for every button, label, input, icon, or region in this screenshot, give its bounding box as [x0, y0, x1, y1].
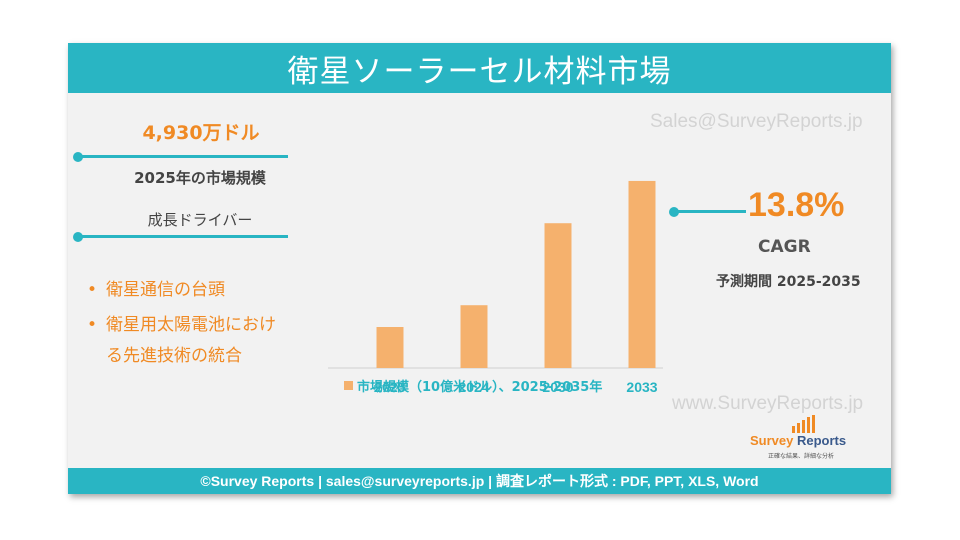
logo-bars-icon — [792, 415, 815, 433]
divider-line — [78, 235, 288, 238]
bar-2033 — [628, 180, 656, 368]
header-bar: 衛星ソーラーセル材料市場 — [68, 43, 891, 93]
cagr-value: 13.8% — [748, 186, 845, 224]
bar-2030 — [544, 223, 572, 368]
x-tick-label: 2030 — [542, 379, 573, 395]
watermark-url: www.SurveyReports.jp — [672, 393, 864, 414]
x-tick-label: 2023 — [374, 379, 405, 395]
x-tick-label: 2033 — [626, 379, 657, 395]
forecast-period: 予測期間 2025-2035 — [716, 274, 861, 290]
footer-text: ©Survey Reports | sales@surveyreports.jp… — [200, 473, 759, 489]
survey-reports-logo: Survey Reports 正確な結果、詳細な分析 — [738, 413, 868, 461]
x-tick-label: 2024 — [458, 379, 489, 395]
growth-drivers-list: 衛星通信の台頭 衛星用太陽電池における先進技術の統合 — [84, 275, 284, 376]
divider-line — [78, 155, 288, 158]
watermark-email: Sales@SurveyReports.jp — [650, 111, 863, 132]
bar-2023 — [376, 327, 404, 368]
logo-wordmark: Survey Reports — [750, 433, 847, 448]
logo-tagline: 正確な結果、詳細な分析 — [768, 453, 835, 460]
footer-bar: ©Survey Reports | sales@surveyreports.jp… — [68, 468, 891, 494]
driver-item: 衛星用太陽電池における先進技術の統合 — [84, 310, 284, 372]
chart-legend: 市場規模（10億米ドル）、2025-2035年 — [344, 376, 602, 395]
market-size-bar-chart: 2023 2024 2030 2033 — [328, 180, 663, 395]
legend-swatch — [344, 381, 353, 390]
infographic-card: 衛星ソーラーセル材料市場 Sales@SurveyReports.jp www.… — [68, 43, 891, 494]
market-size-caption: 2025年の市場規模 — [134, 169, 266, 187]
driver-item: 衛星通信の台頭 — [84, 275, 284, 306]
cagr-line — [674, 210, 746, 213]
page-title: 衛星ソーラーセル材料市場 — [287, 53, 672, 90]
bar-2024 — [460, 305, 488, 368]
market-size-value: 4,930万ドル — [142, 122, 260, 144]
cagr-label: CAGR — [758, 237, 811, 257]
legend-label: 市場規模（10億米ドル）、2025-2035年 — [357, 380, 603, 395]
growth-drivers-title: 成長ドライバー — [147, 211, 253, 229]
